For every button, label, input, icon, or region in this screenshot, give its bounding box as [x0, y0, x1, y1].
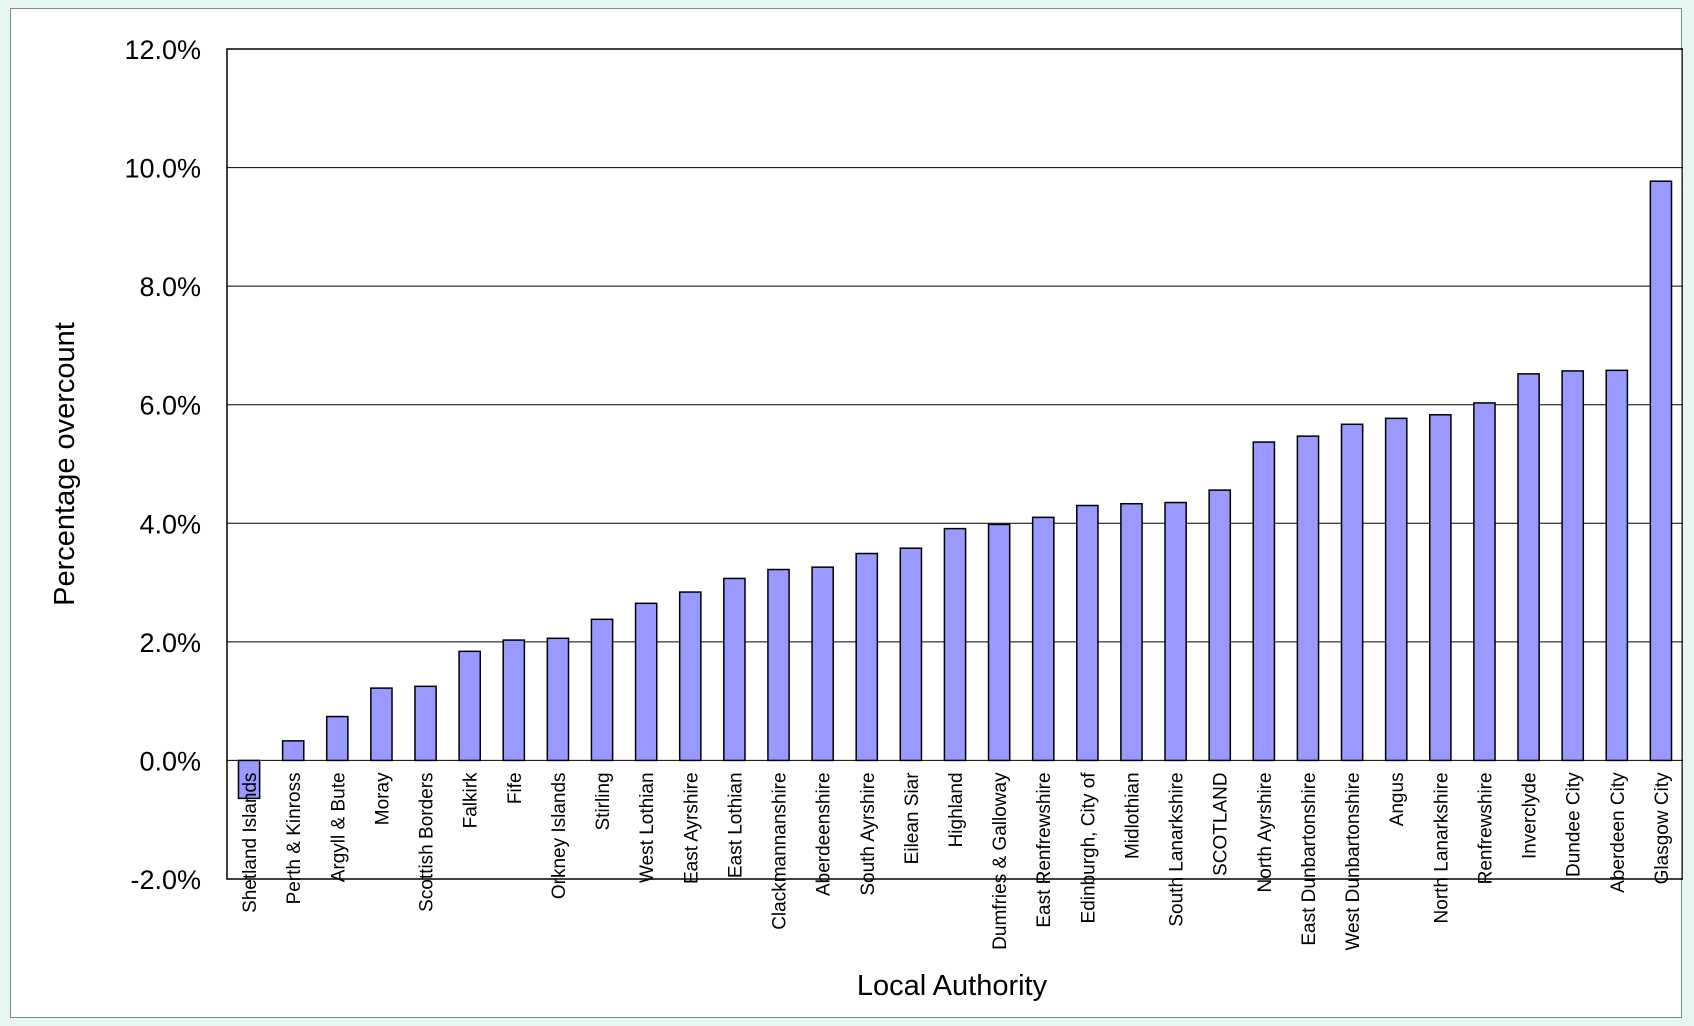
bar [723, 577, 746, 762]
x-axis-category-labels: Shetland Islands Perth & Kinross Argyll & … [240, 772, 1673, 951]
bar [1605, 369, 1629, 762]
bar [1649, 180, 1673, 762]
bar [1561, 370, 1585, 762]
y-tick-label: 0.0% [139, 746, 201, 776]
x-category-label: Stirling [593, 772, 614, 830]
bar [943, 527, 967, 762]
x-category-label: Eilean Siar [902, 772, 923, 865]
x-category-label: Clackmannanshire [770, 772, 791, 929]
x-category-label: Aberdeenshire [814, 772, 835, 896]
bar [370, 687, 393, 762]
y-tick-label: 8.0% [139, 272, 201, 302]
y-tick-label: 4.0% [139, 509, 201, 539]
bar [414, 685, 437, 762]
y-tick-label: 12.0% [124, 35, 201, 65]
x-category-label: Falkirk [461, 772, 482, 828]
x-category-label: Orkney Islands [549, 772, 570, 899]
x-category-label: Perth & Kinross [284, 772, 305, 904]
x-category-label: North Lanarkshire [1431, 772, 1452, 923]
x-category-label: South Ayrshire [858, 772, 879, 895]
x-category-label: Highland [946, 772, 967, 847]
x-axis-title: Local Authority [857, 970, 1048, 1002]
x-category-label: Shetland Islands [240, 772, 261, 913]
x-category-label: Moray [372, 772, 393, 825]
bar [1517, 373, 1540, 762]
bar [1120, 502, 1143, 762]
x-category-label: Dumfries & Galloway [990, 772, 1011, 950]
bar [767, 568, 790, 762]
x-category-label: East Ayrshire [681, 772, 702, 884]
bar [590, 618, 614, 762]
bar [458, 650, 482, 762]
bar [281, 740, 305, 762]
bars [237, 180, 1673, 800]
x-category-label: Glasgow City [1652, 772, 1673, 884]
x-category-label: North Ayrshire [1255, 772, 1276, 892]
x-category-label: East Renfrewshire [1034, 772, 1055, 927]
x-category-label: Edinburgh, City of [1078, 772, 1099, 924]
x-category-label: Dundee City [1564, 772, 1585, 877]
bar [1473, 402, 1496, 762]
y-axis-tick-labels: -2.0% 0.0% 2.0% 4.0% 6.0% 8.0% 10.0% 12.0% [124, 35, 201, 895]
x-category-label: East Dunbartonshire [1299, 772, 1320, 945]
y-tick-label: 2.0% [139, 628, 201, 658]
bar [1076, 504, 1099, 762]
bar [634, 602, 658, 762]
bar [502, 639, 526, 762]
chart-frame: -2.0% 0.0% 2.0% 4.0% 6.0% 8.0% 10.0% 12.0% Shet… [10, 8, 1683, 1018]
x-category-label: Angus [1387, 772, 1408, 826]
bar [1031, 516, 1055, 762]
x-category-label: Scottish Borders [417, 772, 438, 911]
x-category-label: Aberdeen City [1608, 772, 1629, 893]
x-category-label: West Lothian [637, 772, 658, 883]
y-tick-label: 6.0% [139, 391, 201, 421]
bar [1252, 441, 1276, 762]
x-category-label: West Dunbartonshire [1343, 772, 1364, 950]
y-axis-title: Percentage overcount [49, 322, 81, 606]
x-category-label: East Lothian [725, 772, 746, 878]
bar [1384, 417, 1408, 762]
bar [1208, 489, 1232, 762]
bar [811, 566, 834, 762]
bar [325, 715, 349, 762]
x-category-label: Midlothian [1122, 772, 1143, 859]
x-category-label: South Lanarkshire [1167, 772, 1188, 926]
bar [899, 547, 923, 762]
bar-chart: -2.0% 0.0% 2.0% 4.0% 6.0% 8.0% 10.0% 12.0% Shet… [49, 35, 1683, 1002]
y-tick-label: -2.0% [130, 865, 201, 895]
bar [678, 591, 702, 762]
bar [1164, 501, 1187, 762]
bar [237, 759, 261, 800]
bar [1428, 414, 1452, 762]
bar [1340, 423, 1364, 762]
bar [546, 637, 570, 762]
y-tick-label: 10.0% [124, 154, 201, 184]
bar [855, 552, 879, 762]
x-category-label: Renfrewshire [1475, 772, 1496, 884]
bar [987, 523, 1011, 762]
plot-area-border [226, 48, 1683, 880]
bar [1296, 435, 1320, 762]
x-category-label: Argyll & Bute [328, 772, 349, 882]
x-category-label: Inverclyde [1520, 772, 1541, 859]
x-category-label: Fife [505, 772, 526, 804]
x-category-label: SCOTLAND [1211, 772, 1232, 875]
